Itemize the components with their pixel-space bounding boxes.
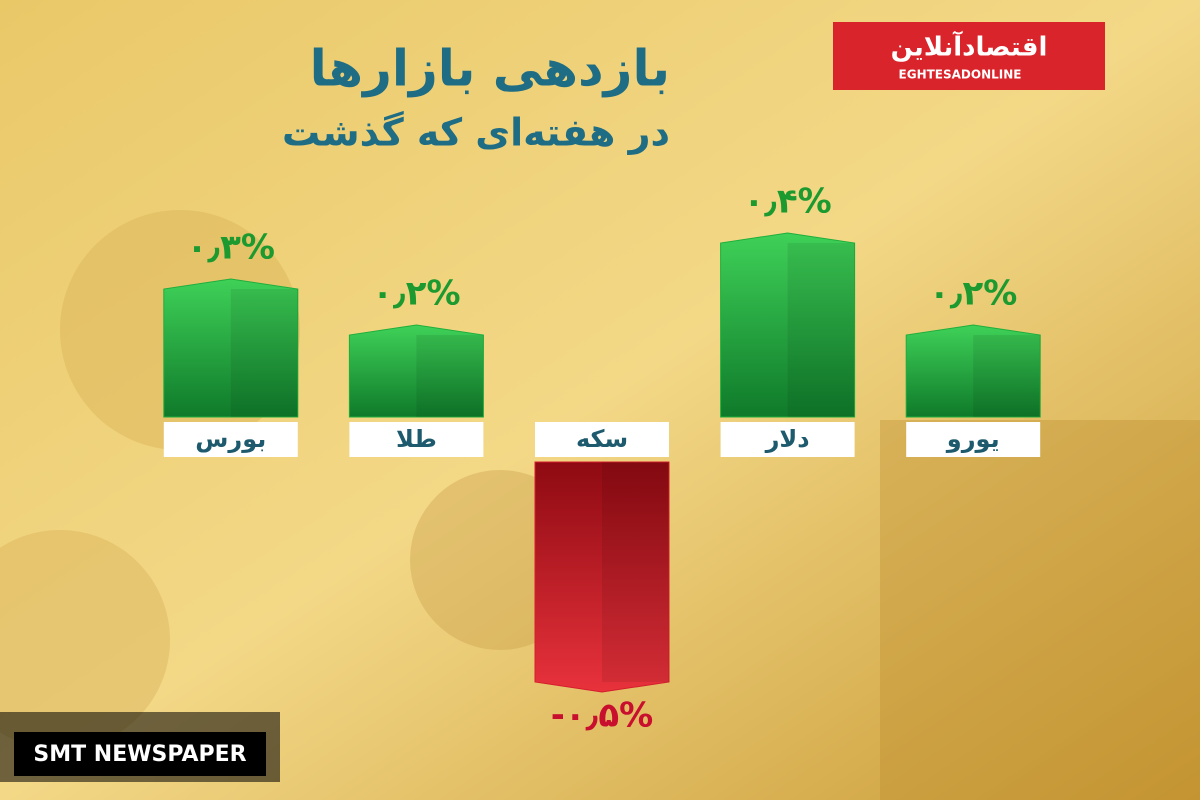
category-box — [535, 422, 669, 457]
bar — [720, 232, 856, 418]
x-tick-label: طلا — [396, 425, 437, 453]
chart-subtitle: در هفته‌ای که گذشت — [282, 111, 670, 155]
bar — [163, 278, 299, 418]
x-tick-label: سکه — [576, 425, 628, 453]
x-tick-label: دلار — [765, 425, 810, 453]
bar — [348, 324, 484, 418]
value-label: -۰٫۵% — [551, 696, 653, 736]
bar-shade — [230, 289, 298, 417]
category-box — [349, 422, 484, 457]
logo-box — [833, 22, 1105, 90]
bar-shade — [973, 335, 1041, 417]
bar — [534, 461, 670, 693]
value-label: ۰٫۴% — [743, 182, 831, 222]
chart-title: بازدهی بازارها — [310, 40, 670, 98]
logo-text: اقتصادآنلاین — [891, 31, 1048, 63]
category-box — [906, 422, 1041, 457]
category-box — [720, 422, 855, 457]
watermark: SMT NEWSPAPER — [33, 742, 246, 767]
category-box — [163, 422, 298, 457]
x-tick-label: یورو — [946, 425, 1000, 453]
decor — [880, 420, 1200, 800]
value-label: ۰٫۳% — [187, 228, 275, 268]
decor — [0, 530, 170, 750]
watermark-inner — [14, 732, 266, 776]
bar — [905, 324, 1041, 418]
value-label: ۰٫۲% — [372, 274, 460, 314]
x-tick-label: بورس — [195, 425, 266, 453]
bar-shade — [416, 335, 484, 417]
logo-latin: EGHTESADONLINE — [899, 68, 1022, 82]
bar-shade — [787, 243, 855, 417]
bar-shade — [602, 462, 669, 682]
value-label: ۰٫۲% — [929, 274, 1017, 314]
